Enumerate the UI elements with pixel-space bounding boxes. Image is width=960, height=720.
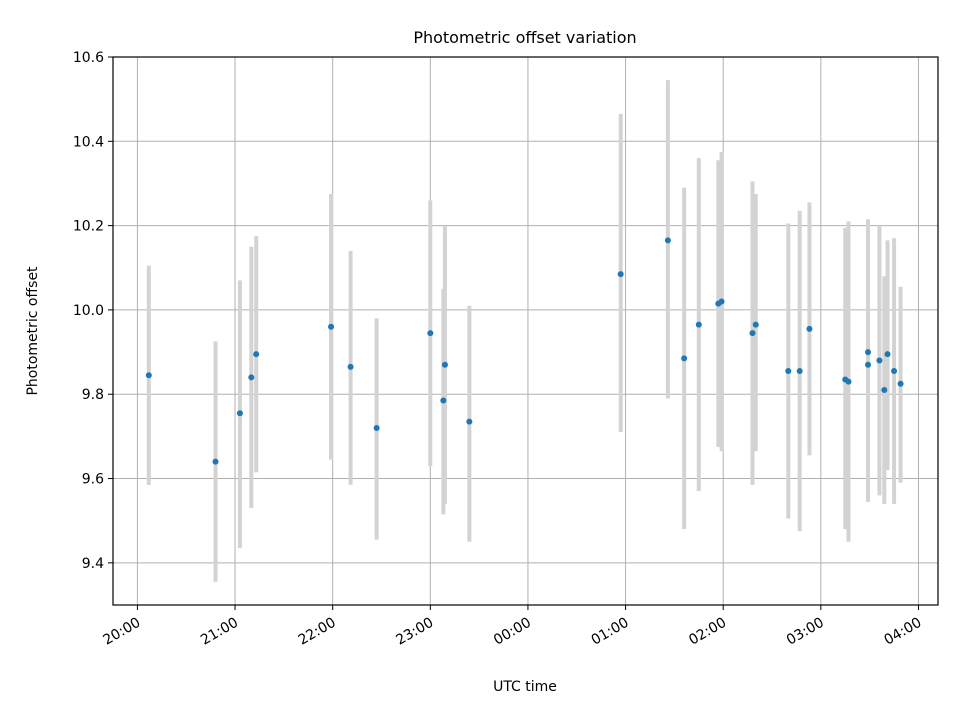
data-point [785, 368, 792, 375]
y-tick-label: 10.2 [73, 219, 104, 235]
y-axis-label: Photometric offset [25, 266, 41, 396]
data-point [681, 355, 688, 362]
x-axis-label: UTC time [493, 679, 557, 695]
data-point [617, 271, 624, 278]
data-point [876, 357, 883, 364]
x-tick-label: 04:00 [882, 615, 925, 649]
data-point [328, 323, 335, 330]
data-point [796, 368, 803, 375]
y-tick-label: 10.6 [73, 50, 104, 66]
x-tick-label: 00:00 [491, 615, 534, 649]
data-point [718, 298, 725, 305]
data-point [236, 410, 243, 417]
y-tick-label: 9.4 [82, 556, 104, 572]
data-point [145, 372, 152, 379]
data-point [891, 368, 898, 375]
data-point [253, 351, 260, 358]
data-point [664, 237, 671, 244]
data-point [440, 397, 447, 404]
x-tick-label: 03:00 [784, 615, 827, 649]
data-point [373, 424, 380, 431]
y-tick-label: 10.0 [73, 303, 104, 319]
y-axis-ticks: 9.4 9.6 9.8 10.0 10.2 10.4 10.6 [73, 50, 113, 572]
x-tick-label: 01:00 [589, 615, 632, 649]
x-tick-label: 22:00 [296, 615, 339, 649]
data-point [897, 380, 904, 387]
data-point [441, 361, 448, 368]
data-point [806, 325, 813, 332]
chart-title: Photometric offset variation [413, 28, 636, 47]
x-tick-label: 02:00 [686, 615, 729, 649]
data-point [845, 378, 852, 385]
x-axis-ticks: 20:00 21:00 22:00 23:00 00:00 01:00 02:00 03:00… [100, 605, 924, 649]
error-bars [146, 80, 903, 582]
data-point [695, 321, 702, 328]
grid-lines [113, 56, 938, 605]
y-tick-label: 10.4 [73, 134, 104, 150]
data-point [884, 351, 891, 358]
data-point [466, 418, 473, 425]
plot-frame [112, 56, 939, 606]
y-tick-label: 9.6 [82, 472, 104, 488]
data-point [347, 363, 354, 370]
data-point [881, 387, 888, 394]
x-tick-label: 23:00 [393, 615, 436, 649]
y-tick-label: 9.8 [82, 387, 104, 403]
data-point [212, 458, 219, 465]
x-tick-label: 21:00 [198, 615, 241, 649]
x-tick-label: 20:00 [100, 615, 143, 649]
data-point [749, 330, 756, 337]
data-point [865, 361, 872, 368]
data-point [427, 330, 434, 337]
data-point [248, 374, 255, 381]
data-point [865, 349, 872, 356]
data-markers [145, 237, 904, 465]
data-point [752, 321, 759, 328]
